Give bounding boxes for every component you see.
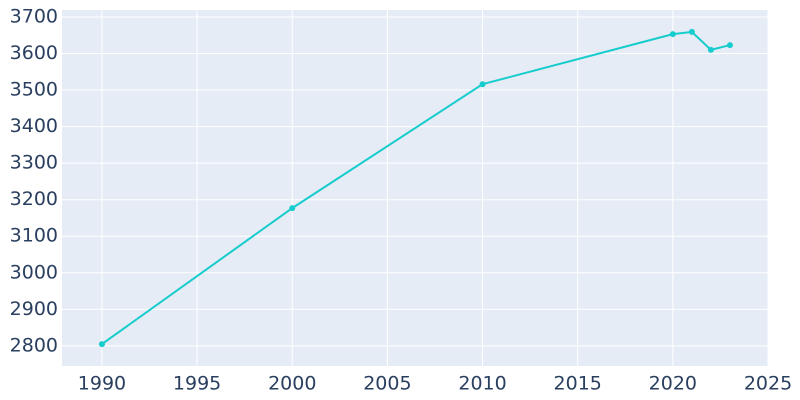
point	[289, 205, 296, 212]
y-tick-label: 3700	[10, 5, 58, 27]
x-tick-label: 2010	[458, 373, 506, 395]
point	[688, 28, 695, 35]
y-tick-label: 2800	[10, 334, 58, 356]
point	[669, 31, 676, 38]
x-tick-label: 2015	[554, 373, 602, 395]
y-tick-label: 3400	[10, 115, 58, 137]
x-tick-label: 2025	[744, 373, 792, 395]
x-tick-label: 1995	[173, 373, 221, 395]
y-tick-label: 3100	[10, 225, 58, 247]
point	[707, 46, 714, 53]
x-tick-label: 2020	[649, 373, 697, 395]
point	[98, 341, 105, 348]
x-tick-label: 1990	[78, 373, 126, 395]
point	[726, 42, 733, 49]
y-tick-label: 3300	[10, 152, 58, 174]
plot-background	[62, 10, 768, 366]
y-tick-label: 2900	[10, 298, 58, 320]
y-tick-label: 3200	[10, 188, 58, 210]
y-tick-label: 3500	[10, 79, 58, 101]
x-tick-label: 2005	[363, 373, 411, 395]
y-tick-label: 3600	[10, 42, 58, 64]
point	[479, 81, 486, 88]
x-tick-label: 2000	[268, 373, 316, 395]
y-tick-label: 3000	[10, 261, 58, 283]
